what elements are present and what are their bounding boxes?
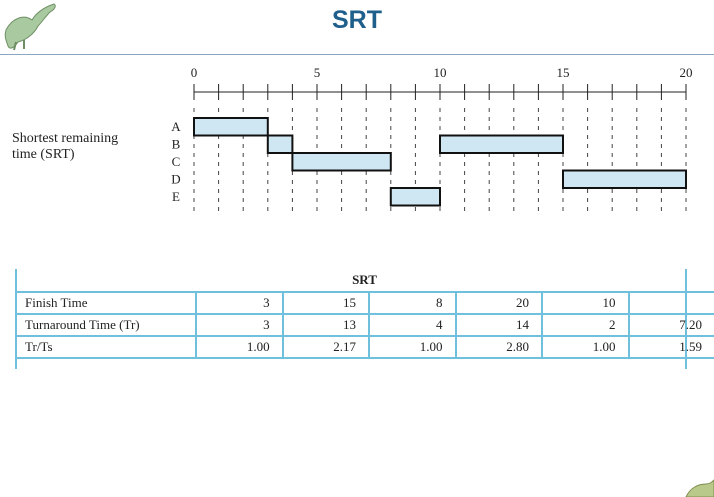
table-cell: 2.17: [281, 335, 370, 359]
table-row: Turnaround Time (Tr) 3 13 4 14 2 7.20: [15, 313, 714, 336]
axis-tick-label: 0: [191, 65, 198, 80]
slide-title: SRT: [332, 6, 382, 34]
table-cell: 4: [368, 313, 456, 336]
table-cell: 3: [195, 291, 283, 314]
row-label: Finish Time: [15, 291, 197, 314]
table-row: Finish Time 3 15 8 20 10: [15, 291, 714, 314]
execution-bar-b: [266, 134, 294, 154]
axis-tick-label: 20: [680, 65, 693, 80]
execution-bar-a: [193, 117, 269, 137]
dinosaur-logo-corner-icon: [685, 479, 714, 497]
process-label: E: [172, 189, 180, 204]
policy-label-line2: time (SRT): [12, 147, 75, 162]
process-label: D: [171, 172, 180, 187]
table-cell: 14: [454, 313, 543, 336]
table-row: Tr/Ts 1.00 2.17 1.00 2.80 1.00 1.59: [15, 335, 714, 359]
table-cell: [627, 291, 714, 314]
table-cell: 20: [454, 291, 543, 314]
policy-label: Shortest remaining time (SRT): [12, 131, 118, 163]
table-cell: 1.00: [368, 335, 456, 359]
execution-bar-e: [389, 187, 441, 207]
table-cell: 1.00: [541, 335, 629, 359]
title-divider: [0, 54, 714, 55]
table-caption: SRT: [352, 272, 377, 287]
execution-bar-b: [439, 134, 564, 154]
table-cell: 1.00: [195, 335, 283, 359]
row-label: Tr/Ts: [15, 335, 197, 359]
process-label: C: [172, 154, 181, 169]
execution-bar-c: [291, 152, 392, 172]
table-cell: 1.59: [627, 335, 714, 359]
metrics-table: SRT Finish Time 3 15 8 20 10 Turnaround Time (…: [15, 269, 714, 359]
axis-tick-label: 10: [434, 65, 447, 80]
process-label: A: [171, 119, 181, 134]
table-cell: 7.20: [627, 313, 714, 336]
table-cell: 8: [368, 291, 456, 314]
dinosaur-logo-icon: [4, 3, 56, 51]
row-label: Turnaround Time (Tr): [15, 313, 197, 336]
table-cell: 15: [281, 291, 370, 314]
axis-tick-label: 5: [314, 65, 321, 80]
table-cell: 3: [195, 313, 283, 336]
table-cell: 2.80: [454, 335, 543, 359]
table-cell: 10: [541, 291, 629, 314]
table-cell: 2: [541, 313, 629, 336]
process-label: B: [172, 137, 181, 152]
policy-label-line1: Shortest remaining: [12, 131, 119, 146]
table-cell: 13: [281, 313, 370, 336]
axis-tick-label: 15: [557, 65, 570, 80]
execution-bar-d: [562, 169, 687, 189]
